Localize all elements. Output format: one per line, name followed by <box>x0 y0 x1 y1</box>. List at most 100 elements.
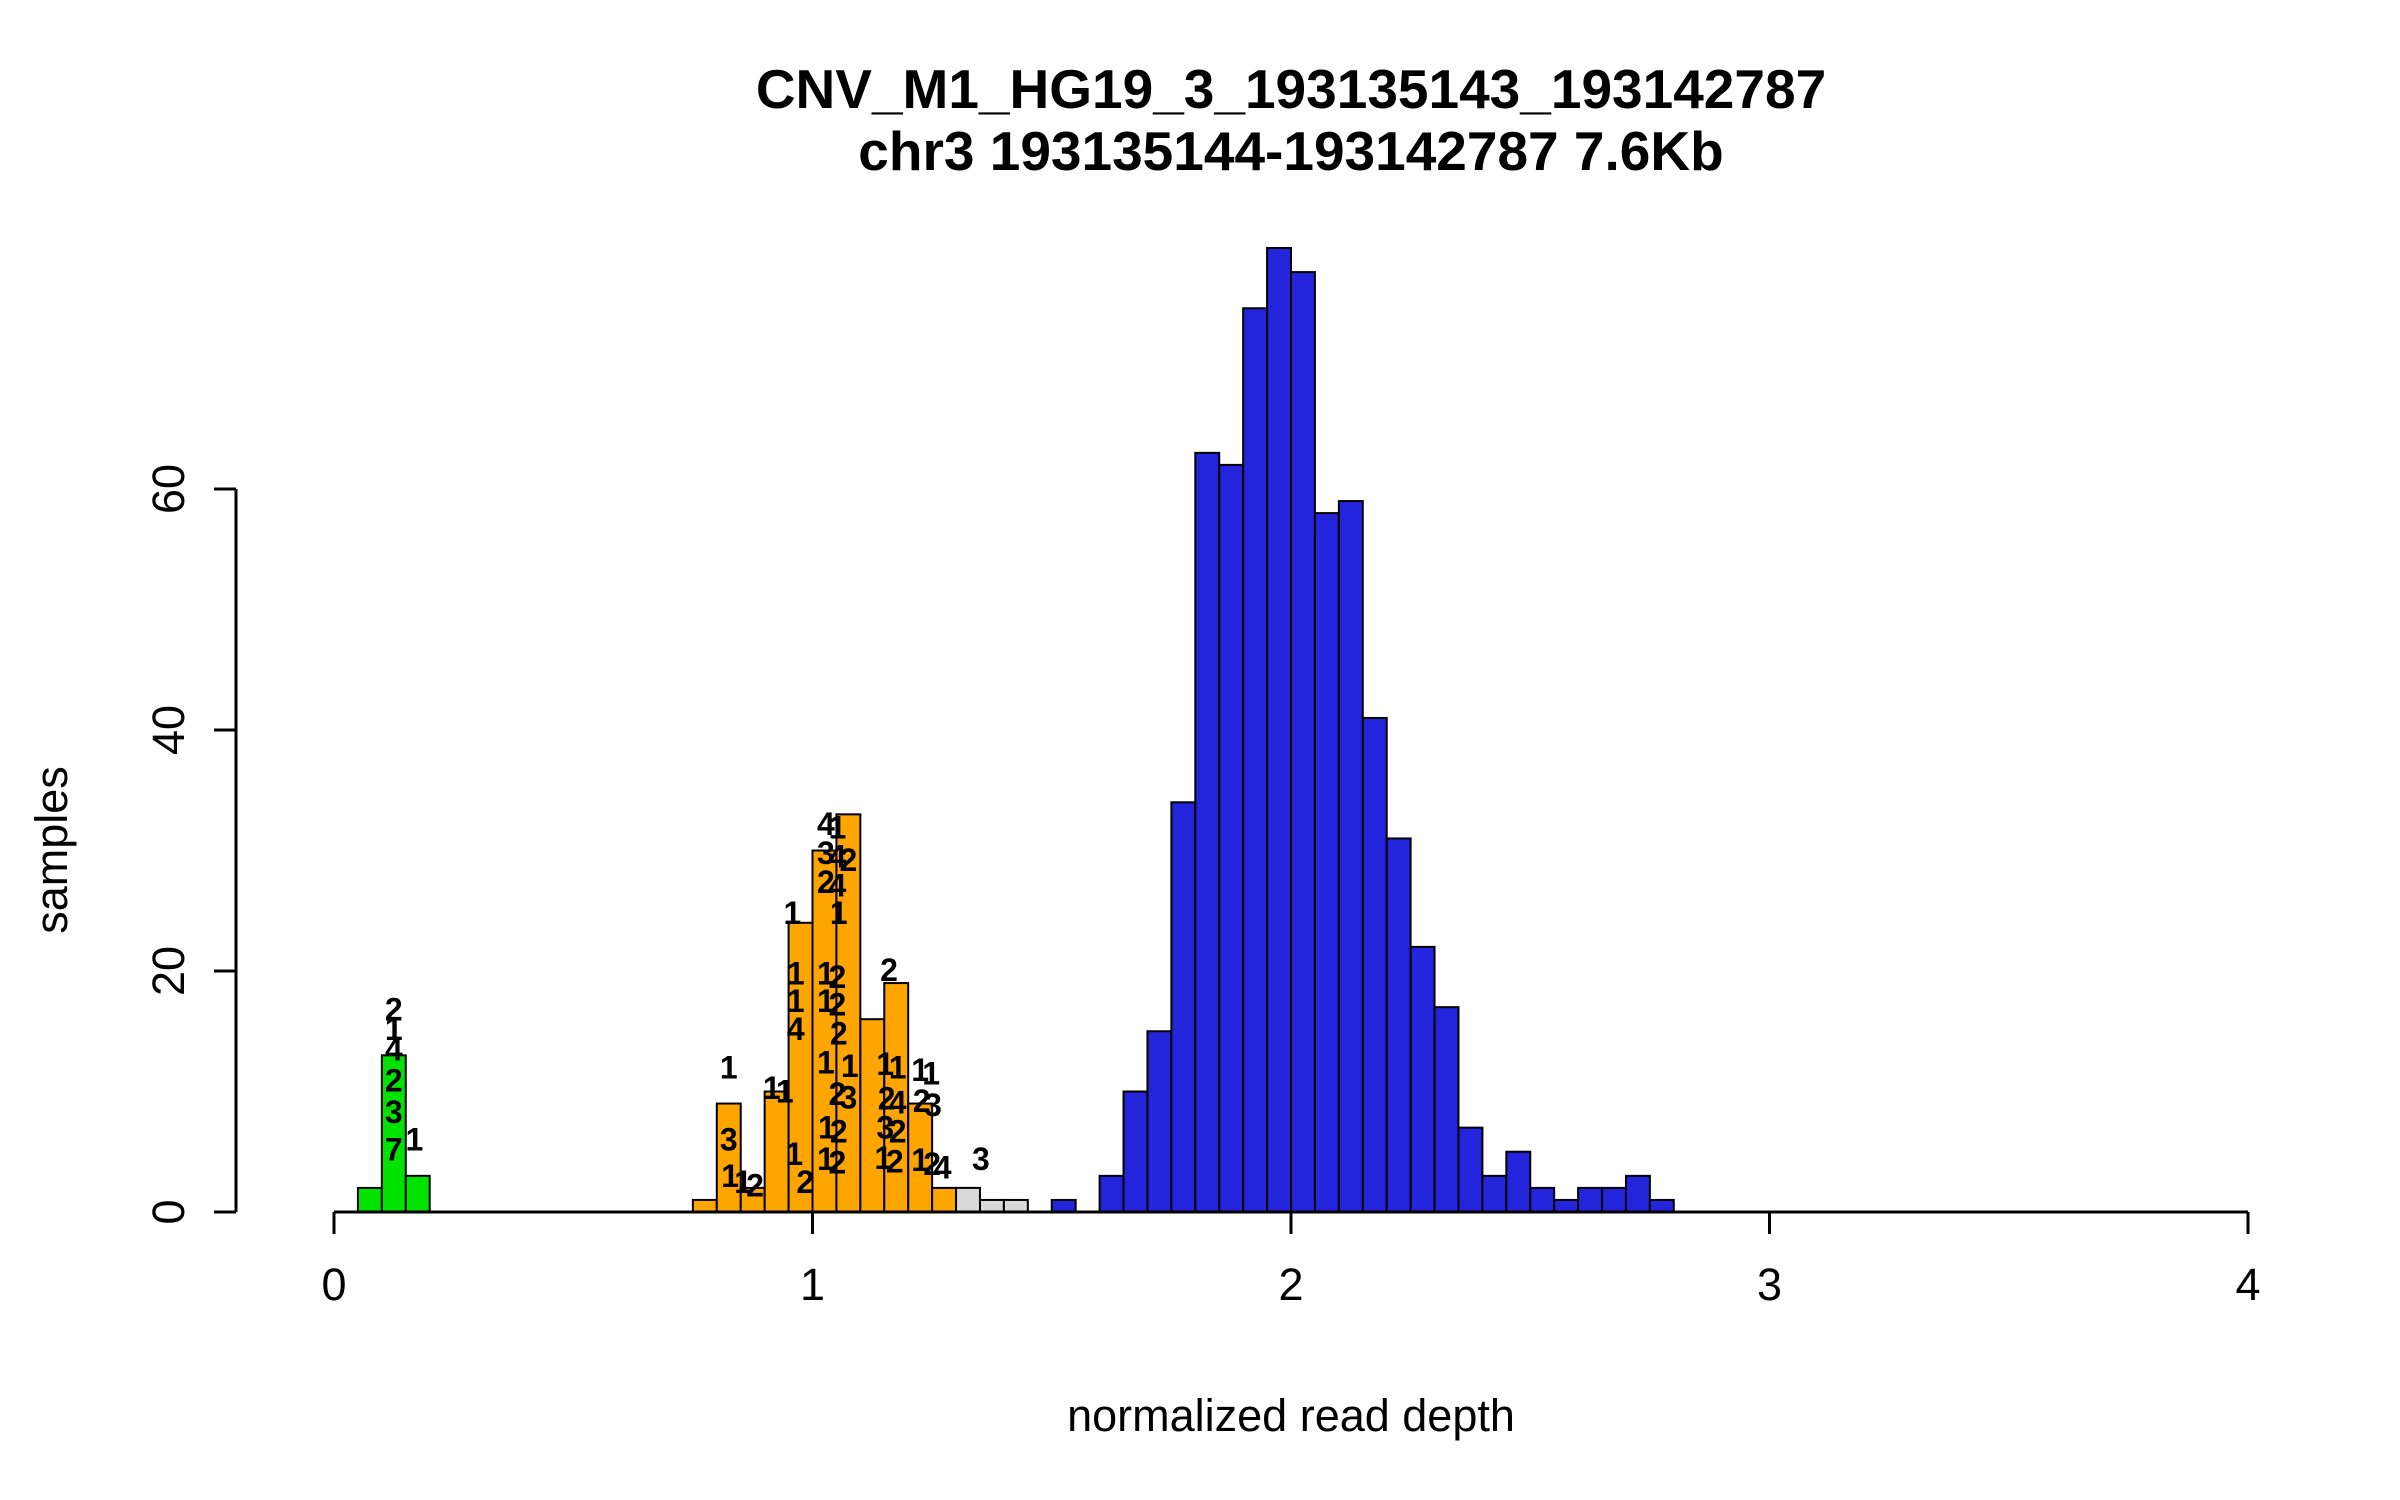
bar-count-annotation: 1 <box>922 1055 940 1091</box>
histogram-bar <box>1337 500 1364 1213</box>
bar-count-annotation: 1 <box>876 1046 894 1082</box>
histogram-bar <box>1624 1174 1651 1213</box>
bar-count-annotation: 2 <box>817 864 835 900</box>
title-block: CNV_M1_HG19_3_193135143_193142787 chr3 1… <box>334 58 2248 182</box>
histogram-bar <box>1098 1174 1125 1213</box>
bar-count-annotation: 1 <box>817 1141 835 1177</box>
bar-count-annotation: 1 <box>787 983 805 1019</box>
bar-count-annotation: 2 <box>828 987 846 1023</box>
bar-count-annotation: 2 <box>385 992 403 1028</box>
histogram-bar <box>955 1186 981 1214</box>
bar-count-annotation: 1 <box>817 955 835 991</box>
bar-count-annotation: 2 <box>913 1083 931 1119</box>
bar-count-annotation: 1 <box>817 1045 835 1081</box>
histogram-bar <box>1050 1198 1077 1213</box>
bar-count-annotation: 7 <box>385 1131 403 1167</box>
bar-count-annotation: 4 <box>889 1084 907 1120</box>
bar-count-annotation: 1 <box>785 1136 803 1172</box>
histogram-bar <box>1146 1030 1173 1213</box>
bar-count-annotation: 2 <box>746 1167 764 1203</box>
y-tick-label: 40 <box>143 705 194 755</box>
histogram-bar <box>404 1174 431 1213</box>
histogram-bar <box>1648 1198 1675 1213</box>
histogram-bar <box>1529 1186 1556 1214</box>
bar-count-annotation: 2 <box>830 1016 848 1052</box>
chart-title: CNV_M1_HG19_3_193135143_193142787 <box>755 58 1827 120</box>
bar-count-annotation: 3 <box>924 1087 942 1123</box>
x-tick-label: 0 <box>321 1259 346 1310</box>
histogram-bar <box>1122 1090 1149 1213</box>
bar-count-annotation: 1 <box>818 1110 836 1146</box>
histogram-bar <box>1194 451 1221 1214</box>
bar-count-annotation: 1 <box>911 1052 929 1088</box>
histogram-bar <box>1553 1198 1580 1213</box>
histogram-bar <box>1601 1186 1627 1214</box>
x-axis-label: normalized read depth <box>1067 1390 1515 1441</box>
bar-count-annotation: 2 <box>828 1076 846 1112</box>
bar-count-annotation: 4 <box>934 1149 952 1185</box>
bar-count-annotation: 4 <box>828 839 846 875</box>
histogram-bar <box>1481 1174 1508 1213</box>
bar-count-annotation: 1 <box>784 895 802 931</box>
x-tick-label: 1 <box>800 1259 825 1310</box>
bar-count-annotation: 4 <box>385 1031 403 1067</box>
bar-count-annotation: 4 <box>817 806 835 842</box>
histogram-bar <box>356 1186 383 1214</box>
bar-count-annotation: 1 <box>830 895 848 931</box>
bar-count-annotation: 1 <box>720 1049 738 1085</box>
bar-count-annotation: 2 <box>839 842 857 878</box>
bar-count-annotation: 1 <box>817 983 835 1019</box>
bar-count-annotation: 4 <box>787 1011 805 1047</box>
histogram-bar <box>691 1198 718 1213</box>
bar-count-annotation: 1 <box>828 810 846 846</box>
histogram-bar <box>1361 716 1388 1213</box>
histogram-bar <box>1385 837 1412 1213</box>
bar-count-annotation: 3 <box>972 1141 990 1177</box>
bar-count-annotation: 1 <box>721 1158 739 1194</box>
bar-count-annotation: 1 <box>763 1070 781 1106</box>
bar-count-annotation: 1 <box>776 1074 794 1110</box>
bar-count-annotation: 1 <box>734 1164 752 1200</box>
bar-count-annotation: 1 <box>787 955 805 991</box>
y-tick-label: 0 <box>143 1199 194 1224</box>
bar-count-annotation: 1 <box>841 1048 859 1084</box>
histogram-bar <box>1313 512 1340 1213</box>
bar-count-annotation: 2 <box>880 952 898 988</box>
bar-count-annotation: 2 <box>385 1063 403 1099</box>
y-axis-label: samples <box>26 766 77 934</box>
x-tick-label: 4 <box>2235 1259 2260 1310</box>
chart-subtitle: chr3 193135144-193142787 7.6Kb <box>858 120 1724 182</box>
histogram-bar <box>1266 247 1292 1213</box>
histogram-bar <box>1002 1198 1029 1213</box>
bar-count-annotation: 1 <box>889 1049 907 1085</box>
histogram-bar <box>1505 1150 1532 1213</box>
bar-count-annotation: 3 <box>839 1080 857 1116</box>
bar-count-annotation: 3 <box>817 835 835 871</box>
bar-count-annotation: 2 <box>889 1113 907 1149</box>
bar-count-annotation: 1 <box>385 1011 403 1047</box>
y-tick-label: 20 <box>143 946 194 996</box>
histogram-bar <box>931 1186 958 1214</box>
x-tick-label: 2 <box>1278 1259 1303 1310</box>
bar-count-annotation: 2 <box>828 1145 846 1181</box>
histogram-bar <box>1170 801 1197 1213</box>
bar-count-annotation: 3 <box>720 1122 738 1158</box>
bar-count-annotation: 2 <box>923 1146 941 1182</box>
histogram-bar <box>1218 463 1245 1213</box>
bar-count-annotation: 2 <box>830 1113 848 1149</box>
histogram-bar <box>1409 945 1436 1214</box>
y-tick-label: 60 <box>143 464 194 514</box>
bar-count-annotation: 4 <box>828 867 846 903</box>
bar-count-annotation: 1 <box>911 1142 929 1178</box>
bar-count-annotation: 3 <box>876 1110 894 1146</box>
histogram-bar <box>978 1198 1005 1213</box>
bar-count-annotation: 1 <box>405 1122 423 1158</box>
bar-count-annotation: 2 <box>796 1164 814 1200</box>
histogram-bar <box>1290 271 1316 1214</box>
histogram-bar <box>1577 1186 1604 1214</box>
bar-count-annotation: 2 <box>828 959 846 995</box>
x-tick-label: 3 <box>1757 1259 1782 1310</box>
bar-count-annotation: 2 <box>886 1143 904 1179</box>
